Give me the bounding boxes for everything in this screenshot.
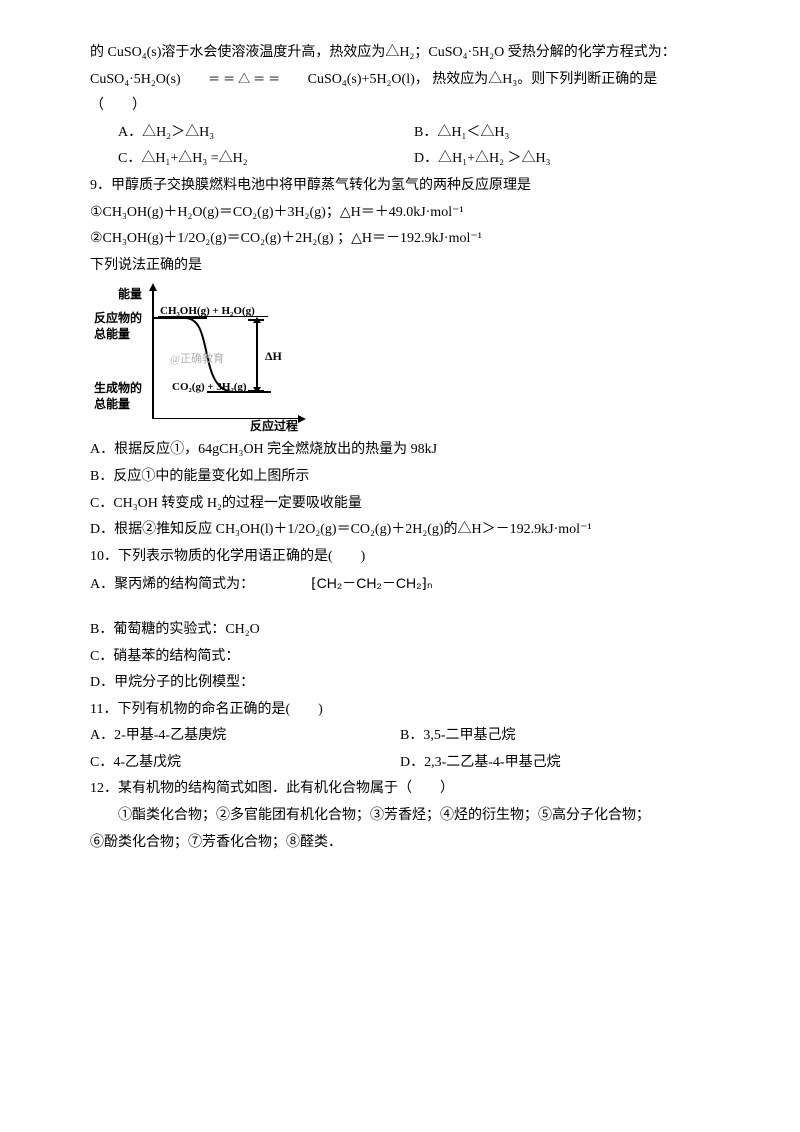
q8-line2: CuSO₄·5H₂O(s) ＝ ＝ △ ＝ ＝ CuSO₄(s)+5H₂O(l)…: [90, 67, 710, 94]
q8-opts-row1: A．△H₂＞△H₃ B．△H₁＜△H₃: [90, 120, 710, 147]
chart-y-title: 能量: [118, 283, 142, 306]
q10-stem: 10．下列表示物质的化学用语正确的是( ): [90, 544, 710, 571]
energy-chart: 能量 反应物的总能量 生成物的总能量 反应过程 CH₃OH(g) + H₂O(g…: [90, 283, 310, 433]
chart-arrow-up-icon: [149, 283, 157, 291]
q11-optC: C．4-乙基戊烷: [90, 750, 400, 777]
q10-optA: A．聚丙烯的结构简式为： ⁅CH₂－CH₂－CH₂⁆ₙ: [90, 570, 710, 599]
q8-optB: B．△H₁＜△H₃: [414, 120, 710, 147]
q11-optD: D．2,3-二乙基-4-甲基己烷: [400, 750, 710, 777]
q9-optA: A．根据反应①，64gCH₃OH 完全燃烧放出的热量为 98kJ: [90, 437, 710, 464]
q11-optA: A．2-甲基-4-乙基庚烷: [90, 723, 400, 750]
q10-optB: B．葡萄糖的实验式：CH₂O: [90, 617, 710, 644]
q11-stem: 11．下列有机物的命名正确的是( ): [90, 697, 710, 724]
chart-dh-arrow-up-icon: [253, 317, 261, 323]
chart-y-upper: 反应物的总能量: [94, 311, 142, 342]
q8-optA: A．△H₂＞△H₃: [118, 120, 414, 147]
q10A-text: A．聚丙烯的结构简式为：: [90, 577, 254, 592]
chart-watermark: @正确教育: [170, 349, 224, 370]
eq-right: CuSO₄(s)+5H₂O(l)， 热效应为△H₃。则下列判断正确的是: [308, 72, 658, 87]
q12-list1: ①酯类化合物；②多官能团有机化合物；③芳香烃；④烃的衍生物；⑤高分子化合物；: [90, 803, 710, 830]
q8-line1: 的 CuSO₄(s)溶于水会使溶液温度升高，热效应为△H₂；CuSO₄·5H₂O…: [90, 40, 710, 67]
q12-list2: ⑥酚类化合物；⑦芳香化合物；⑧醛类．: [90, 830, 710, 857]
q9-optB: B．反应①中的能量变化如上图所示: [90, 464, 710, 491]
q9-react2: ②CH₃OH(g)＋1/2O₂(g)＝CO₂(g)＋2H₂(g) ；△H＝－19…: [90, 226, 710, 253]
q9-optC: C．CH₃OH 转变成 H₂的过程一定要吸收能量: [90, 491, 710, 518]
q11-opts-row2: C．4-乙基戊烷 D．2,3-二乙基-4-甲基己烷: [90, 750, 710, 777]
q8-optD: D．△H₁+△H₂ ＞△H₃: [414, 146, 710, 173]
chart-arrow-right-icon: [298, 415, 306, 423]
q8-opts-row2: C．△H₁+△H₃ =△H₂ D．△H₁+△H₂ ＞△H₃: [90, 146, 710, 173]
page: 的 CuSO₄(s)溶于水会使溶液温度升高，热效应为△H₂；CuSO₄·5H₂O…: [0, 0, 800, 1132]
q9-stem: 9．甲醇质子交换膜燃料电池中将甲醇蒸气转化为氢气的两种反应原理是: [90, 173, 710, 200]
chart-y-lower: 生成物的总能量: [94, 381, 142, 412]
q9-optD: D．根据②推知反应 CH₃OH(l)＋1/2O₂(g)＝CO₂(g)＋2H₂(g…: [90, 517, 710, 544]
q9-prompt: 下列说法正确的是: [90, 253, 710, 280]
chart-axis-y: [152, 287, 154, 419]
chart-dh-bottom-tick: [248, 390, 264, 392]
chart-x-title: 反应过程: [250, 415, 298, 438]
q8-blank: （ ）: [90, 93, 710, 120]
spacer: [90, 599, 710, 617]
chart-bottom-label: CO₂(g) + 3H₂(g): [172, 377, 247, 398]
q11-opts-row1: A．2-甲基-4-乙基庚烷 B．3,5-二甲基己烷: [90, 723, 710, 750]
eq-left: CuSO₄·5H₂O(s): [90, 72, 181, 87]
chart-dh-line: [256, 319, 258, 391]
q12-stem: 12．某有机物的结构简式如图．此有机化合物属于（ ）: [90, 776, 710, 803]
q10-optC: C．硝基苯的结构简式：: [90, 644, 710, 671]
q10A-formula: ⁅CH₂－CH₂－CH₂⁆ₙ: [311, 575, 432, 591]
q9-react1: ①CH₃OH(g)＋H₂O(g)＝CO₂(g)＋3H₂(g)；△H＝＋49.0k…: [90, 200, 710, 227]
q10-optD: D．甲烷分子的比例模型：: [90, 670, 710, 697]
chart-dh-label: ΔH: [265, 345, 282, 368]
eq-arrow: ＝ ＝ △ ＝ ＝: [184, 68, 304, 91]
q11-optB: B．3,5-二甲基己烷: [400, 723, 710, 750]
q8-optC: C．△H₁+△H₃ =△H₂: [118, 146, 414, 173]
